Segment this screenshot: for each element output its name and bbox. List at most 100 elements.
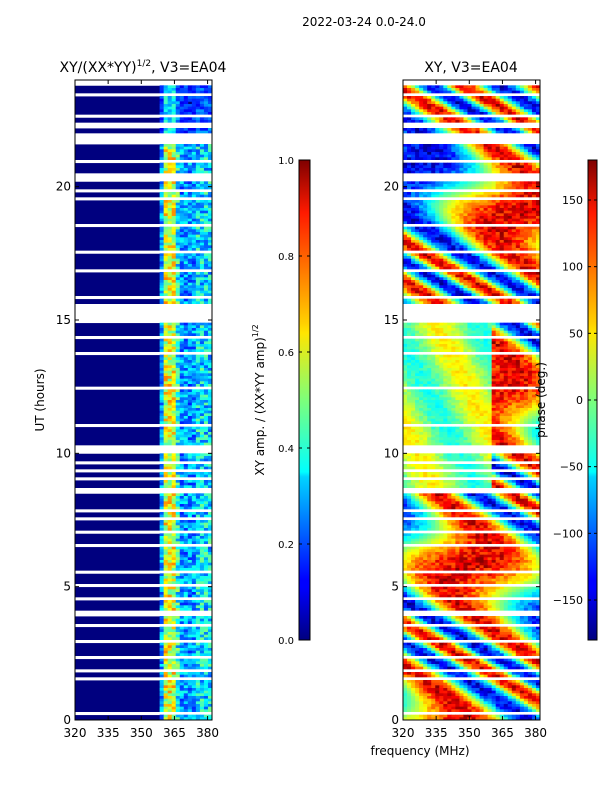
heatmap-cell (175, 330, 181, 334)
heatmap-cell (199, 90, 205, 94)
heatmap-cell (407, 112, 412, 116)
heatmap-cell (195, 301, 201, 305)
heatmap-cell (523, 341, 529, 345)
heatmap-cell (179, 381, 185, 385)
heatmap-cell (179, 301, 185, 305)
heatmap-cell (503, 277, 509, 281)
heatmap-cell (175, 429, 181, 433)
heatmap-cell (503, 298, 509, 302)
heatmap-cell (199, 674, 205, 678)
heatmap-cell (479, 98, 484, 102)
heatmap-cell (507, 248, 513, 252)
heatmap-cell (203, 701, 209, 705)
heatmap-cell (203, 285, 209, 289)
heatmap-cell (195, 362, 201, 366)
heatmap-cell (447, 234, 452, 238)
heatmap-cell (187, 85, 193, 89)
heatmap-cell (495, 328, 501, 332)
heatmap-cell (171, 301, 177, 305)
heatmap-cell (487, 322, 493, 326)
heatmap-cell (535, 272, 541, 276)
heatmap-cell (415, 104, 420, 108)
heatmap-cell (507, 192, 513, 196)
heatmap-cell (183, 466, 189, 470)
heatmap-cell (427, 192, 432, 196)
heatmap-cell (195, 442, 201, 446)
heatmap-cell (495, 128, 501, 132)
heatmap-cell (427, 168, 432, 172)
heatmap-cell (495, 194, 501, 198)
heatmap-cell (191, 562, 197, 566)
heatmap-cell (451, 237, 456, 241)
heatmap-cell (535, 128, 541, 132)
heatmap-cell (499, 112, 505, 116)
heatmap-cell (463, 112, 468, 116)
heatmap-cell (183, 682, 189, 686)
heatmap-cell (415, 282, 420, 286)
heatmap-cell (419, 322, 424, 326)
heatmap-cell (535, 242, 541, 246)
heatmap-cell (163, 128, 169, 132)
heatmap-cell (431, 88, 436, 92)
heatmap-cell (507, 288, 513, 292)
heatmap-cell (507, 266, 513, 270)
heatmap-cell (187, 661, 193, 665)
heatmap-cell (207, 168, 213, 172)
heatmap-cell (207, 221, 213, 225)
heatmap-cell (523, 272, 529, 276)
heatmap-cell (495, 344, 501, 348)
heatmap-cell (183, 168, 189, 172)
heatmap-cell (535, 264, 541, 268)
heatmap-cell (191, 592, 197, 596)
heatmap-cell (195, 96, 201, 100)
heatmap-cell (203, 706, 209, 710)
heatmap-cell (495, 181, 501, 185)
heatmap-cell (207, 538, 213, 542)
heatmap-cell (207, 370, 213, 374)
heatmap-cell (175, 413, 181, 417)
heatmap-cell (159, 301, 165, 305)
heatmap-cell (195, 482, 201, 486)
heatmap-cell (531, 216, 537, 220)
heatmap-cell (207, 357, 213, 361)
heatmap-cell (483, 117, 489, 121)
heatmap-cell (171, 453, 177, 457)
heatmap-cell (455, 149, 460, 153)
heatmap-cell (175, 557, 181, 561)
heatmap-cell (463, 285, 468, 289)
heatmap-cell (179, 109, 185, 113)
heatmap-cell (207, 226, 213, 230)
heatmap-cell (187, 706, 193, 710)
heatmap-cell (199, 397, 205, 401)
heatmap-cell (535, 112, 541, 116)
heatmap-cell (435, 226, 440, 230)
heatmap-cell (535, 213, 541, 217)
heatmap-cell (519, 168, 525, 172)
heatmap-cell (435, 229, 440, 233)
heatmap-cell (491, 162, 497, 166)
heatmap-cell (159, 234, 165, 238)
heatmap-cell (183, 717, 189, 721)
heatmap-cell (191, 360, 197, 364)
heatmap-cell (499, 104, 505, 108)
heatmap-cell (495, 154, 501, 158)
heatmap-cell (427, 205, 432, 209)
heatmap-cell (475, 120, 480, 124)
heatmap-cell (167, 370, 173, 374)
heatmap-cell (495, 216, 501, 220)
heatmap-cell (183, 696, 189, 700)
heatmap-cell (419, 120, 424, 124)
heatmap-cell (159, 690, 165, 694)
heatmap-cell (163, 226, 169, 230)
heatmap-cell (511, 117, 517, 121)
heatmap-cell (167, 282, 173, 286)
heatmap-cell (415, 120, 420, 124)
heatmap-cell (183, 480, 189, 484)
heatmap-cell (207, 378, 213, 382)
heatmap-cell (195, 165, 201, 169)
heatmap-cell (419, 290, 424, 294)
heatmap-cell (207, 85, 213, 89)
heatmap-cell (163, 402, 169, 406)
heatmap-cell (535, 208, 541, 212)
heatmap-cell (167, 576, 173, 580)
